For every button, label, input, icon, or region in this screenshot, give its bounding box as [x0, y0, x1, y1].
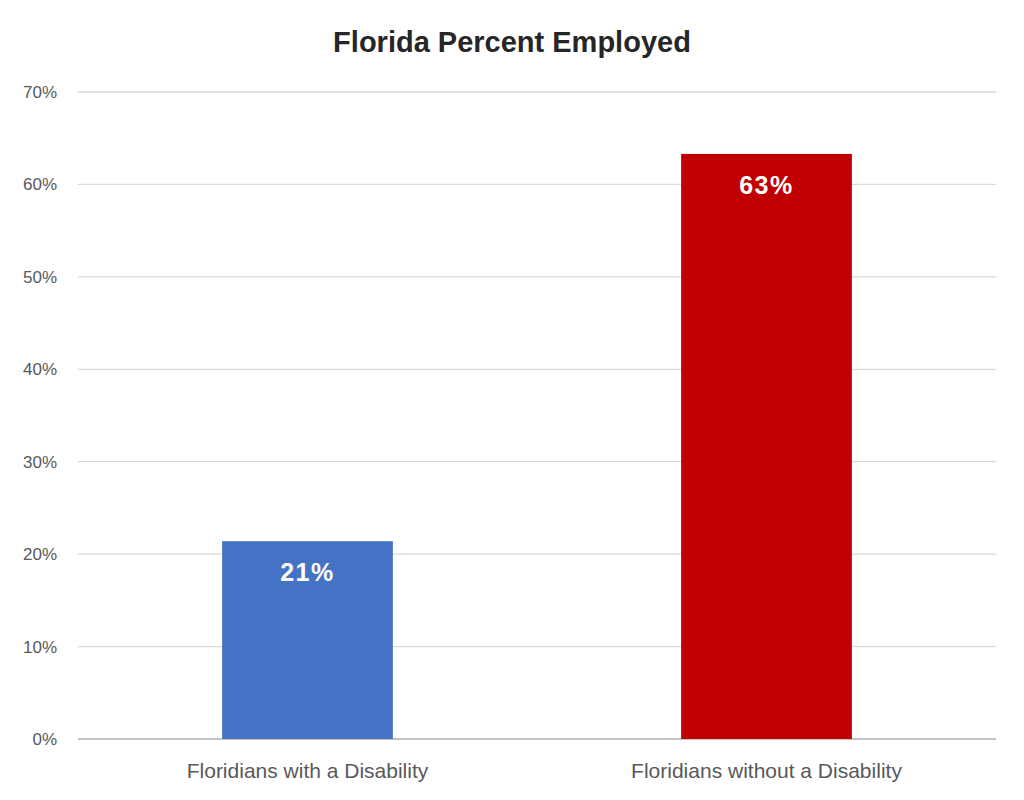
- y-tick-label: 10%: [23, 638, 57, 657]
- grid-line: [78, 369, 996, 370]
- y-tick-label: 40%: [23, 360, 57, 379]
- grid-line: [78, 91, 996, 92]
- data-label: 21%: [280, 558, 335, 586]
- y-tick-label: 30%: [23, 453, 57, 472]
- grid-line: [78, 461, 996, 462]
- x-axis: Floridians with a Disability Floridians w…: [187, 759, 903, 782]
- y-tick-label: 50%: [23, 268, 57, 287]
- y-tick-label: 20%: [23, 545, 57, 564]
- grid-line: [78, 738, 996, 739]
- x-tick-label: Floridians with a Disability: [187, 759, 429, 782]
- bars: [222, 154, 852, 739]
- grid-line: [78, 184, 996, 185]
- y-tick-label: 0%: [32, 730, 57, 749]
- grid-line: [78, 646, 996, 647]
- y-tick-label: 70%: [23, 83, 57, 102]
- grid: [78, 92, 996, 739]
- title: Florida Percent Employed: [333, 26, 691, 58]
- x-tick-label: Floridians without a Disability: [631, 759, 902, 782]
- x-axis-line: [78, 738, 996, 739]
- bar: [681, 154, 852, 739]
- grid-line: [78, 553, 996, 554]
- data-labels: 21% 63%: [280, 171, 794, 586]
- chart: Florida Percent Employed 0% 10% 20% 30% 40% 50…: [0, 0, 1024, 800]
- y-axis: 0% 10% 20% 30% 40% 50% 60% 70%: [23, 83, 57, 749]
- bar: [222, 541, 393, 739]
- grid-line: [78, 276, 996, 277]
- y-tick-label: 60%: [23, 175, 57, 194]
- data-label: 63%: [739, 171, 794, 199]
